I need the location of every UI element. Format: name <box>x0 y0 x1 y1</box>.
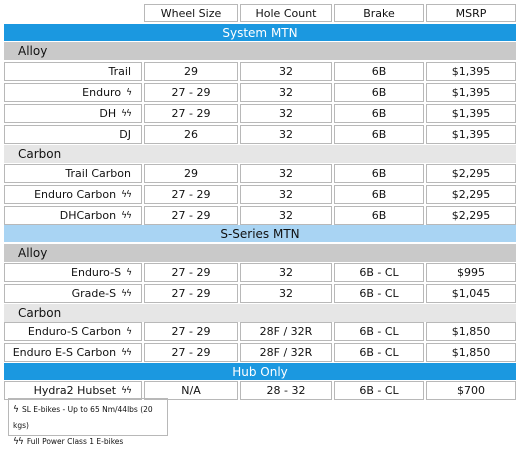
holes-cell: 32 <box>240 284 332 303</box>
brake-cell: 6B <box>334 206 424 225</box>
holes-cell: 28F / 32R <box>240 343 332 362</box>
legend-single-text: SL E-bikes - Up to 65 Nm/44lbs (20 kgs) <box>13 405 153 430</box>
brake-cell: 6B <box>334 164 424 183</box>
wheel-cell: 27 - 29 <box>144 206 238 225</box>
section-hub-only: Hub Only <box>4 363 516 380</box>
model-name-cell: Hydra2 Hubset ϟϟ <box>4 381 142 400</box>
holes-cell: 32 <box>240 164 332 183</box>
double-lightning-icon: ϟϟ <box>13 437 24 447</box>
double-lightning-icon: ϟϟ <box>121 385 132 396</box>
wheel-cell: 29 <box>144 164 238 183</box>
msrp-cell: $1,850 <box>426 322 516 341</box>
legend-box: ϟ SL E-bikes - Up to 65 Nm/44lbs (20 kgs)… <box>8 398 168 447</box>
wheel-cell: 27 - 29 <box>144 284 238 303</box>
msrp-cell: $700 <box>426 381 516 400</box>
model-name-cell: Enduro-S Carbon ϟ <box>4 322 142 341</box>
brake-cell: 6B <box>334 62 424 81</box>
subsection-alloy: Alloy <box>4 42 516 60</box>
model-name-cell: Trail <box>4 62 142 81</box>
header-wheel-size: Wheel Size <box>144 4 238 22</box>
holes-cell: 32 <box>240 62 332 81</box>
header-hole-count: Hole Count <box>240 4 332 22</box>
holes-cell: 28 - 32 <box>240 381 332 400</box>
header-brake: Brake <box>334 4 424 22</box>
subsection-carbon: Carbon <box>4 145 516 163</box>
single-lightning-icon: ϟ <box>126 87 132 98</box>
double-lightning-icon: ϟϟ <box>121 347 132 358</box>
msrp-cell: $1,395 <box>426 83 516 102</box>
single-lightning-icon: ϟ <box>126 326 132 337</box>
msrp-cell: $1,395 <box>426 125 516 144</box>
model-name-cell: DHCarbon ϟϟ <box>4 206 142 225</box>
msrp-cell: $2,295 <box>426 206 516 225</box>
model-name: Trail Carbon <box>65 167 131 180</box>
holes-cell: 32 <box>240 263 332 282</box>
model-name-cell: Enduro E-S Carbon ϟϟ <box>4 343 142 362</box>
brake-cell: 6B - CL <box>334 263 424 282</box>
model-name-cell: Grade-S ϟϟ <box>4 284 142 303</box>
model-name: DJ <box>119 128 131 141</box>
wheel-cell: 27 - 29 <box>144 83 238 102</box>
model-name: Trail <box>108 65 131 78</box>
subsection-alloy-s: Alloy <box>4 244 516 262</box>
model-name: Enduro-S <box>71 266 122 279</box>
holes-cell: 32 <box>240 185 332 204</box>
wheel-cell: 26 <box>144 125 238 144</box>
header-msrp: MSRP <box>426 4 516 22</box>
model-name: Hydra2 Hubset <box>33 384 117 397</box>
msrp-cell: $2,295 <box>426 185 516 204</box>
model-name-cell: Trail Carbon <box>4 164 142 183</box>
model-name: DHCarbon <box>59 209 117 222</box>
model-name-cell: Enduro-S ϟ <box>4 263 142 282</box>
holes-cell: 32 <box>240 206 332 225</box>
double-lightning-icon: ϟϟ <box>121 108 132 119</box>
single-lightning-icon: ϟ <box>126 267 132 278</box>
legend-double-text: Full Power Class 1 E-bikes <box>26 437 124 446</box>
model-name: Enduro <box>82 86 122 99</box>
model-name: DH <box>99 107 117 120</box>
msrp-cell: $2,295 <box>426 164 516 183</box>
holes-cell: 32 <box>240 104 332 123</box>
wheel-cell: N/A <box>144 381 238 400</box>
double-lightning-icon: ϟϟ <box>121 210 132 221</box>
wheel-cell: 27 - 29 <box>144 104 238 123</box>
wheel-cell: 27 - 29 <box>144 185 238 204</box>
msrp-cell: $1,395 <box>426 62 516 81</box>
subsection-carbon-s: Carbon <box>4 304 516 322</box>
brake-cell: 6B <box>334 83 424 102</box>
wheel-cell: 29 <box>144 62 238 81</box>
msrp-cell: $1,395 <box>426 104 516 123</box>
brake-cell: 6B - CL <box>334 284 424 303</box>
msrp-cell: $1,045 <box>426 284 516 303</box>
model-name: Grade-S <box>71 287 117 300</box>
brake-cell: 6B - CL <box>334 381 424 400</box>
model-name: Enduro E-S Carbon <box>12 346 117 359</box>
legend-double: ϟϟ Full Power Class 1 E-bikes <box>13 434 163 450</box>
model-name: Enduro-S Carbon <box>27 325 122 338</box>
single-lightning-icon: ϟ <box>13 405 19 415</box>
brake-cell: 6B - CL <box>334 322 424 341</box>
model-name-cell: DJ <box>4 125 142 144</box>
msrp-cell: $1,850 <box>426 343 516 362</box>
legend-single: ϟ SL E-bikes - Up to 65 Nm/44lbs (20 kgs) <box>13 402 163 434</box>
model-name-cell: Enduro Carbon ϟϟ <box>4 185 142 204</box>
holes-cell: 32 <box>240 125 332 144</box>
brake-cell: 6B <box>334 125 424 144</box>
brake-cell: 6B <box>334 104 424 123</box>
double-lightning-icon: ϟϟ <box>121 189 132 200</box>
section-s-series-mtn: S-Series MTN <box>4 225 516 242</box>
holes-cell: 32 <box>240 83 332 102</box>
model-name-cell: DH ϟϟ <box>4 104 142 123</box>
wheel-cell: 27 - 29 <box>144 263 238 282</box>
model-name-cell: Enduro ϟ <box>4 83 142 102</box>
holes-cell: 28F / 32R <box>240 322 332 341</box>
section-system-mtn: System MTN <box>4 24 516 41</box>
msrp-cell: $995 <box>426 263 516 282</box>
wheel-cell: 27 - 29 <box>144 343 238 362</box>
brake-cell: 6B - CL <box>334 343 424 362</box>
model-name: Enduro Carbon <box>34 188 117 201</box>
brake-cell: 6B <box>334 185 424 204</box>
wheel-cell: 27 - 29 <box>144 322 238 341</box>
double-lightning-icon: ϟϟ <box>121 288 132 299</box>
